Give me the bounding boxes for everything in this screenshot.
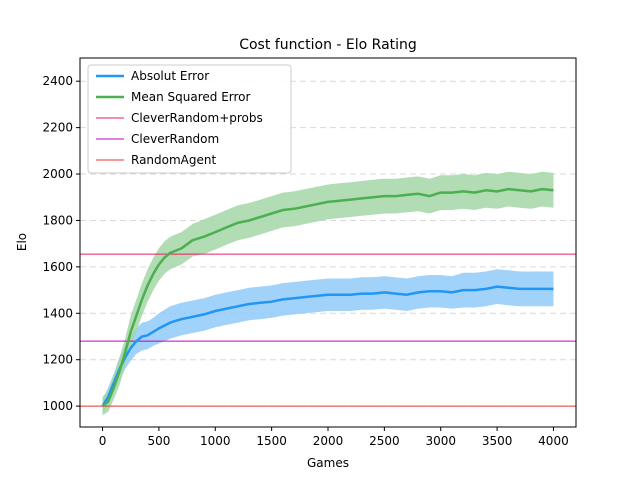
legend-box [87, 64, 292, 174]
plot-area: 1000 1200 1400 1600 1800 2000 2200 2400 0 500 1000… [42, 57, 577, 448]
y-tick-label: 2000 [42, 167, 73, 181]
y-tick-label: 1600 [42, 260, 73, 274]
x-tick-label: 1000 [200, 434, 231, 448]
series-line [101, 187, 554, 408]
x-tick-label: 500 [147, 434, 170, 448]
legend-label: CleverRandom+probs [131, 111, 263, 125]
x-tick-label: 2500 [369, 434, 400, 448]
axes-frame [79, 57, 577, 428]
y-tick-label: 1800 [42, 213, 73, 227]
legend-label: Mean Squared Error [131, 90, 251, 104]
x-tick-label: 2000 [313, 434, 344, 448]
series-line [101, 285, 554, 407]
chart-title: Cost function - Elo Rating [239, 37, 417, 53]
y-tick-label: 1200 [42, 353, 73, 367]
y-axis-label: Elo [15, 233, 29, 251]
x-axis-label: Games [307, 456, 349, 470]
x-tick-label: 0 [99, 434, 107, 448]
y-tick-label: 1000 [42, 399, 73, 413]
legend: Absolut Error Mean Squared Error CleverRan… [87, 64, 292, 174]
x-tick-label: 3500 [482, 434, 513, 448]
legend-label: CleverRandom [131, 132, 219, 146]
legend-label: RandomAgent [131, 153, 216, 167]
y-tick-label: 2400 [42, 74, 73, 88]
x-tick-label: 4000 [538, 434, 569, 448]
legend-label: Absolut Error [131, 69, 209, 83]
confidence-band [102, 269, 554, 414]
y-tick-label: 1400 [42, 306, 73, 320]
y-tick-label: 2200 [42, 121, 73, 135]
x-tick-label: 1500 [256, 434, 287, 448]
x-tick-label: 3000 [425, 434, 456, 448]
